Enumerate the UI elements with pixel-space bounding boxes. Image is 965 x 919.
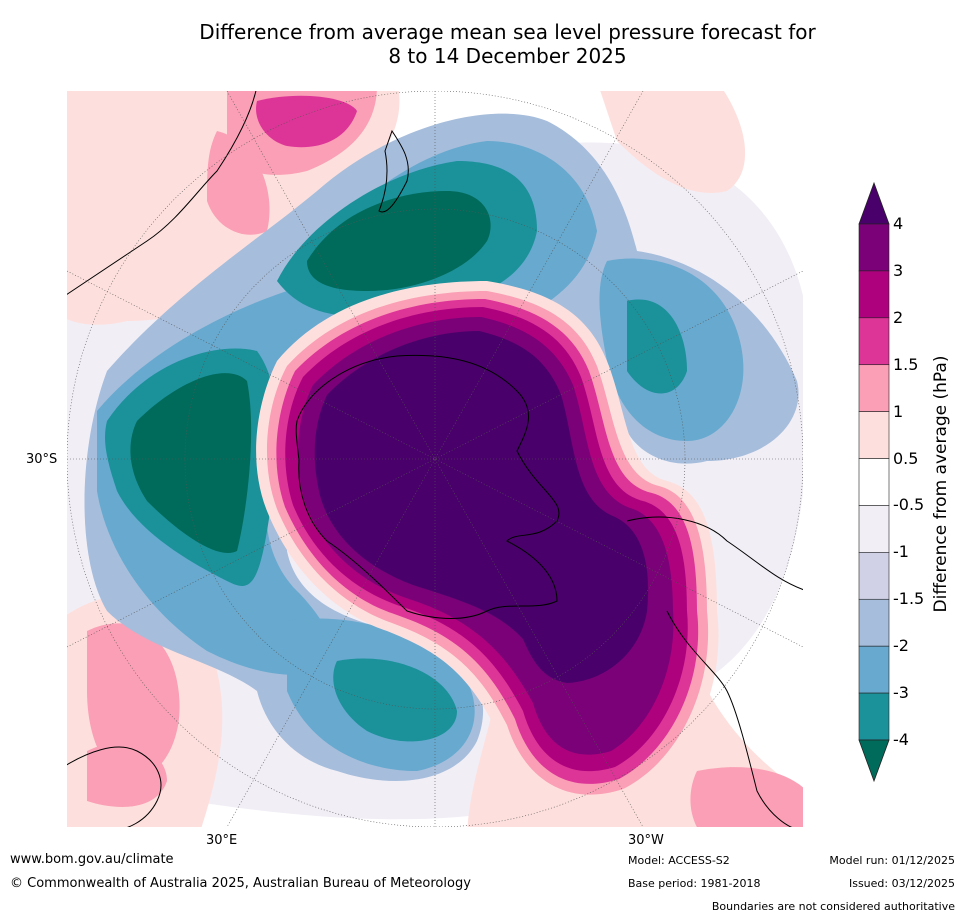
title-line-1: Difference from average mean sea level p… [199,20,816,44]
anomaly-pos1-region-southeast-corner [690,767,803,827]
colorbar-bin [858,505,890,553]
colorbar-bin [858,552,890,600]
colorbar-title: Difference from average (hPa) [931,355,951,613]
anomaly-pos1-region-northwest [207,131,270,235]
anomaly-map[interactable] [67,91,803,827]
colorbar-bin [858,270,890,319]
colorbar-bin [858,692,890,741]
footer-model-run: Model run: 01/12/2025 [829,854,955,867]
chart-title: Difference from average mean sea level p… [0,20,965,68]
colorbar-tick-label: 2 [893,307,904,327]
colorbar-tick-label: 0.5 [893,448,919,468]
footer-base-period: Base period: 1981-2018 [628,877,761,890]
anomaly-pos0_5-region-northeast [600,91,746,193]
colorbar-bin [858,645,890,694]
colorbar-bin [858,411,890,459]
africa-coastline [67,746,162,827]
anomaly-neg4-region-west [130,373,252,553]
footer-model: Model: ACCESS-S2 [628,854,730,867]
colorbar-bin [858,364,890,412]
colorbar-bin [858,223,890,272]
graticule [67,91,803,827]
colorbar-extend-bottom [858,739,890,782]
longitude-label-30e: 30°E [206,833,238,848]
colorbar-tick-label: 1 [893,401,904,421]
colorbar-bin [858,458,890,506]
antarctica-coastline [295,354,560,619]
anomaly-neg4-region-north [307,191,491,291]
colorbar-tick-label: -2 [893,636,909,656]
colorbar-tick-label: -4 [893,730,909,749]
longitude-label-30w: 30°W [628,833,664,848]
footer-issued: Issued: 03/12/2025 [848,877,955,890]
colorbar-tick-label: -0.5 [893,495,925,515]
footer-website[interactable]: www.bom.gov.au/climate [10,852,174,867]
south-america-coastline [626,516,803,827]
colorbar-tick-label: 1.5 [893,354,919,374]
colorbar-bins [858,223,890,741]
anomaly-pos1_5-region-north [256,95,357,148]
colorbar-bin [858,317,890,366]
colorbar-tick-label: 4 [893,214,904,233]
colorbar-tick-label: -3 [893,683,909,703]
australia-coastline [67,91,257,295]
colorbar-extend-top [858,182,890,225]
anomaly-pos4-core [314,331,649,683]
footer-copyright: © Commonwealth of Australia 2025, Austra… [10,876,471,891]
footer-disclaimer: Boundaries are not considered authoritat… [711,900,955,913]
anomaly-neg3-region-east [627,299,687,394]
title-line-2: 8 to 14 December 2025 [388,44,627,68]
colorbar-tick-label: -1.5 [893,589,925,609]
latitude-label-30s: 30°S [26,452,58,467]
colorbar [858,182,890,782]
colorbar-tick-label: -1 [893,542,909,562]
anomaly-pos1-region-southwest [87,623,180,781]
new-zealand-coastline [378,129,409,213]
anomaly-pos1-region-farsouthwest [87,742,167,807]
colorbar-bin [858,598,890,647]
colorbar-tick-label: 3 [893,260,904,280]
anomaly-neg3-region-south [333,658,457,742]
